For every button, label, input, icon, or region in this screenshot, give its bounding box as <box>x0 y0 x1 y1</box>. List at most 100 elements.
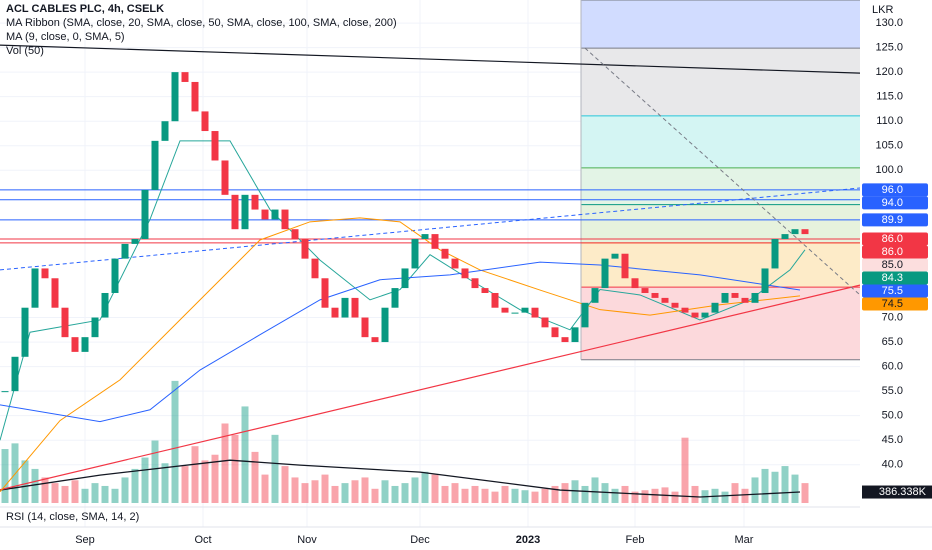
candle <box>791 229 799 235</box>
candle <box>401 268 409 289</box>
candle <box>711 302 719 313</box>
y-tick-label: 130.0 <box>875 17 903 29</box>
volume-bar <box>131 468 139 503</box>
price-badge-label: 84.3 <box>882 272 903 284</box>
volume-bar <box>401 483 409 503</box>
candle <box>31 268 39 308</box>
candle <box>251 194 259 210</box>
candle <box>731 292 739 298</box>
price-badge <box>862 183 928 197</box>
volume-bar <box>1 449 9 503</box>
candle <box>241 194 249 230</box>
price-badge <box>862 196 928 210</box>
volume-ma <box>0 459 801 498</box>
candle <box>311 258 319 279</box>
volume-bar <box>91 483 99 503</box>
volume-bar <box>381 480 389 503</box>
candle <box>761 268 769 293</box>
candle <box>451 258 459 269</box>
volume-bar <box>351 480 359 503</box>
candle <box>361 317 369 338</box>
candle <box>171 72 179 122</box>
volume-bar <box>321 474 329 503</box>
y-tick-label: 40.0 <box>882 459 903 471</box>
indicator-label: MA Ribbon (SMA, close, 20, SMA, close, 5… <box>6 17 397 29</box>
candle <box>221 160 229 195</box>
candle <box>511 312 519 314</box>
indicator-label: MA (9, close, 0, SMA, 5) <box>6 31 125 43</box>
y-tick-label: 70.0 <box>882 311 903 323</box>
volume-bar <box>151 440 159 503</box>
candle <box>11 356 19 392</box>
price-badge <box>862 213 928 227</box>
candle <box>551 327 559 338</box>
volume-bar <box>41 477 49 503</box>
price-badge <box>862 245 928 259</box>
volume-bar <box>271 434 279 503</box>
volume-bar <box>291 477 299 503</box>
volume-bar <box>781 466 789 503</box>
volume-bar <box>111 488 119 503</box>
volume-bar <box>561 483 569 503</box>
volume-bar <box>681 437 689 503</box>
volume-bar <box>511 488 519 503</box>
volume-bar <box>531 491 539 503</box>
candle <box>341 297 349 318</box>
volume-bar <box>761 468 769 503</box>
trend-line <box>0 187 861 271</box>
y-tick-label: 45.0 <box>882 434 903 446</box>
volume-bar <box>141 457 149 503</box>
price-badge <box>862 284 928 298</box>
volume-bar <box>601 483 609 503</box>
volume-bar <box>81 488 89 503</box>
y-tick-label: 100.0 <box>875 164 903 176</box>
candle <box>751 292 759 303</box>
volume-bar <box>341 483 349 503</box>
volume-bar <box>31 468 39 503</box>
candle <box>441 248 449 259</box>
volume-bar <box>191 446 199 503</box>
price-badge <box>862 271 928 285</box>
candle <box>371 337 379 343</box>
y-tick-label: 125.0 <box>875 42 903 54</box>
candle <box>581 302 589 328</box>
x-tick-label: Oct <box>194 534 211 546</box>
y-tick-label: 110.0 <box>876 115 903 127</box>
candle <box>421 234 429 240</box>
candle <box>111 258 119 293</box>
volume-bar <box>741 488 749 503</box>
candle <box>391 288 399 308</box>
candle <box>71 337 79 352</box>
fib-zone <box>581 115 860 168</box>
volume-bar <box>541 488 549 503</box>
price-badge-label: 96.0 <box>882 184 903 196</box>
candle <box>561 337 569 343</box>
candle <box>701 312 709 318</box>
price-badge-label: 85.0 <box>882 259 903 271</box>
price-badge-label: 74.5 <box>882 298 903 310</box>
fib-zone <box>581 204 860 243</box>
candle <box>101 292 109 318</box>
volume-bar <box>471 485 479 503</box>
volume-bar <box>251 451 259 503</box>
volume-bar <box>421 471 429 503</box>
x-tick-label: Feb <box>626 534 645 546</box>
candle <box>771 239 779 269</box>
volume-bar <box>691 485 699 503</box>
x-tick-label: Mar <box>735 534 754 546</box>
price-badge <box>862 297 928 311</box>
volume-bar <box>581 485 589 503</box>
candle <box>411 239 419 269</box>
x-tick-label: Dec <box>410 534 430 546</box>
candle <box>351 297 359 318</box>
candle <box>631 278 639 289</box>
candle <box>291 229 299 240</box>
candle <box>81 337 89 352</box>
price-badge-label: 94.0 <box>882 197 903 209</box>
candle <box>41 268 49 279</box>
volume-bar <box>211 454 219 503</box>
volume-bar <box>721 491 729 503</box>
candle <box>691 312 699 318</box>
volume-bar <box>61 485 69 503</box>
candle <box>571 327 579 343</box>
